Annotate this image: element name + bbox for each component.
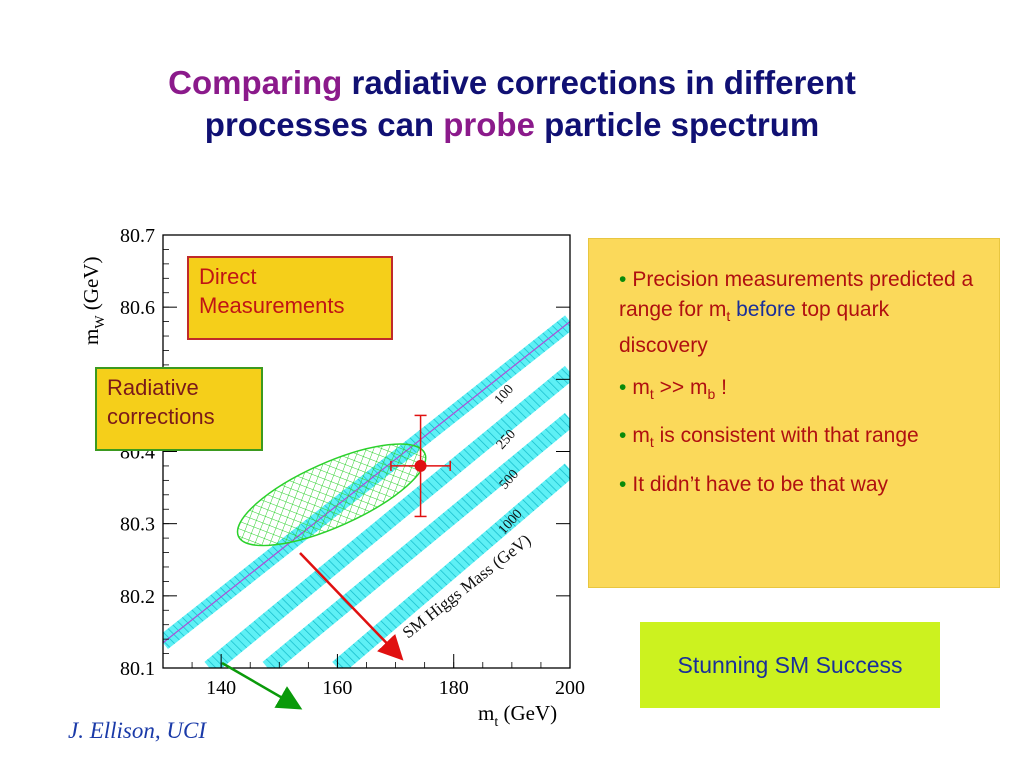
bullet-3: • mt is consistent with that range [619, 421, 979, 457]
bullet-3-text: m [632, 424, 650, 448]
y-tick-label: 80.3 [120, 514, 155, 536]
slide-title: Comparing radiative corrections in diffe… [0, 62, 1024, 146]
bullet-3-end: is consistent with that range [653, 424, 919, 448]
callout-direct-line1: Direct [199, 264, 257, 289]
bullet-2-text: m [632, 376, 650, 400]
bullet-4: • It didn’t have to be that way [619, 470, 979, 500]
title-accent-probe: probe [443, 106, 535, 143]
x-tick-label: 200 [555, 677, 585, 699]
direct-measurement-group [390, 414, 451, 518]
bullet-2-sub1: t [649, 386, 654, 403]
title-accent-comparing: Comparing [168, 64, 343, 101]
x-tick-label: 140 [206, 677, 236, 699]
indirect-contour-group [236, 443, 427, 547]
bullet-dot: • [619, 424, 627, 448]
bullet-2-mid: >> m [653, 376, 708, 400]
bullet-2-end: ! [715, 376, 727, 400]
higgs-band-250 [204, 365, 570, 668]
bullet-3-sub: t [649, 434, 654, 451]
y-tick-label: 80.7 [120, 225, 155, 247]
bullet-2: • mt >> mb ! [619, 373, 979, 409]
stunning-sm-success-box: Stunning SM Success [640, 622, 940, 708]
success-text: Stunning SM Success [677, 651, 903, 678]
higgs-band-1000 [332, 463, 570, 668]
bullet-dot: • [619, 472, 627, 496]
bullet-box: • Precision measurements predicted a rang… [588, 238, 1000, 588]
title-line1-rest: radiative corrections in different [342, 64, 856, 101]
y-axis-label: mW (GeV) [79, 257, 108, 345]
title-line2-end: particle spectrum [534, 106, 820, 143]
y-tick-label: 80.2 [120, 586, 155, 608]
bullet-2-sub2: b [707, 386, 716, 403]
callout-rad-line1: Radiative [107, 375, 199, 400]
x-tick-label: 160 [322, 677, 352, 699]
bullet-4-text: It didn’t have to be that way [632, 472, 889, 496]
mw-mt-plot: 80.180.280.380.480.580.680.7140160180200… [0, 215, 600, 735]
higgs-band-500 [262, 412, 570, 668]
bullet-1: • Precision measurements predicted a rang… [619, 265, 979, 361]
bullet-1-before: before [736, 298, 796, 321]
bullet-1-sub: t [726, 308, 731, 325]
bullet-dot: • [619, 376, 627, 400]
title-line2-start: processes can [204, 106, 444, 143]
direct-measurement-point [414, 459, 427, 472]
author-footer: J. Ellison, UCI [68, 718, 206, 743]
arrow-direct [299, 552, 404, 661]
x-axis-label: mt (GeV) [478, 701, 557, 730]
x-tick-label: 180 [439, 677, 469, 699]
callout-rad-line2: corrections [107, 404, 215, 429]
bullet-1-end: top quark discovery [619, 298, 890, 358]
callout-radiative-corrections: Radiative corrections [95, 367, 263, 451]
callout-direct-line2: Measurements [199, 293, 345, 318]
callout-direct-measurements: Direct Measurements [187, 256, 393, 340]
y-tick-label: 80.6 [120, 297, 155, 319]
arrow-radiative [221, 661, 303, 710]
bullet-1-text: Precision measurements predicted a range… [619, 268, 974, 321]
bullet-dot: • [619, 268, 627, 291]
indirect-contour-ellipse [236, 443, 427, 547]
plot-svg: 80.180.280.380.480.580.680.7140160180200… [79, 225, 585, 730]
y-tick-label: 80.1 [120, 658, 155, 680]
